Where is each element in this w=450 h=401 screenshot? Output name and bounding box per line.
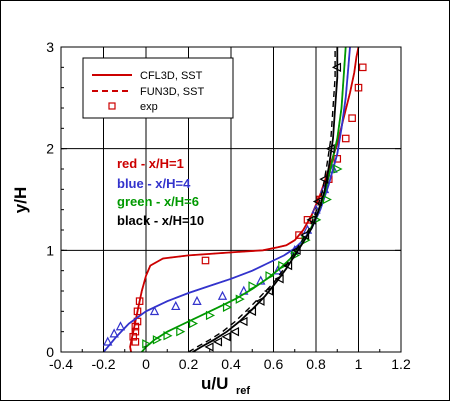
tick-labels: -0.4 -0.2 0 0.2 0.4 0.6 0.8 1 1.2 0 1 2 3 xyxy=(46,39,411,372)
exp-marker xyxy=(235,294,245,304)
exp-marker xyxy=(319,174,329,184)
exp-marker xyxy=(192,295,202,305)
exp-marker xyxy=(171,300,181,311)
x-tick-label: 0 xyxy=(142,356,150,372)
y-tick-label: 2 xyxy=(46,141,54,157)
exp-marker xyxy=(103,336,113,346)
y-tick-label: 3 xyxy=(46,39,54,55)
y-tick-label: 0 xyxy=(46,344,54,360)
exp-marker xyxy=(263,286,274,296)
exp-marker xyxy=(348,114,356,122)
x-axis-label: u/U xyxy=(201,374,228,393)
exp-marker xyxy=(135,297,144,305)
legend-cfl3d-label: CFL3D, SST xyxy=(140,70,203,82)
x-tick-label: 0.2 xyxy=(179,356,199,372)
exp-marker xyxy=(274,274,284,284)
x-tick-label: 1.2 xyxy=(391,356,411,372)
y-tick-label: 1 xyxy=(46,242,54,258)
x-axis-label-subscript: ref xyxy=(236,385,250,397)
annotation-green: green - x/H=6 xyxy=(117,194,199,209)
exp-marker xyxy=(109,328,119,338)
legend-exp-marker xyxy=(108,102,116,110)
exp-marker xyxy=(248,281,258,291)
annotation-blue: blue - x/H=4 xyxy=(117,176,191,191)
exp-marker xyxy=(322,194,332,205)
x-tick-label: 0.4 xyxy=(221,356,241,372)
exp-marker xyxy=(303,216,312,224)
ticks xyxy=(60,46,402,353)
x-tick-label: -0.2 xyxy=(91,356,115,372)
exp-marker xyxy=(283,260,293,271)
exp-marker xyxy=(152,335,162,345)
fun3d-line xyxy=(102,47,351,352)
exp-marker xyxy=(204,342,214,352)
y-axis-label: y/H xyxy=(11,187,30,213)
x-tick-label: 1 xyxy=(355,356,363,372)
exp-marker xyxy=(300,230,310,240)
cfl3d-line xyxy=(192,47,339,352)
series-x-h-10 xyxy=(188,47,342,352)
exp-marker xyxy=(142,339,152,349)
exp-marker xyxy=(188,318,199,329)
x-tick-label: 0.6 xyxy=(264,356,284,372)
series-layer xyxy=(102,47,367,352)
exp-marker xyxy=(354,83,363,92)
x-tick-label: -0.4 xyxy=(49,356,73,372)
exp-marker xyxy=(149,306,160,316)
exp-marker xyxy=(273,265,283,275)
exp-marker xyxy=(131,338,140,346)
annotation-black: black - x/H=10 xyxy=(117,213,204,228)
exp-marker xyxy=(358,63,367,72)
annotation-red: red - x/H=1 xyxy=(117,156,184,171)
exp-marker xyxy=(205,310,216,321)
exp-marker xyxy=(255,296,265,306)
exp-marker xyxy=(291,245,301,256)
legend-exp-label: exp xyxy=(140,101,158,113)
exp-marker xyxy=(222,302,233,312)
x-tick-label: 0.8 xyxy=(306,356,326,372)
exp-marker xyxy=(278,260,288,271)
fun3d-line xyxy=(188,47,336,352)
legend-box xyxy=(82,57,234,119)
legend-fun3d-label: FUN3D, SST xyxy=(140,86,204,98)
exp-marker xyxy=(201,256,210,265)
exp-marker xyxy=(265,271,275,281)
exp-marker xyxy=(131,327,140,336)
exp-marker xyxy=(115,321,126,331)
exp-marker xyxy=(131,322,140,331)
exp-marker xyxy=(176,326,186,337)
exp-marker xyxy=(133,307,142,316)
exp-marker xyxy=(217,290,228,300)
exp-marker xyxy=(229,326,240,337)
series-x-h-6 xyxy=(141,47,347,352)
exp-marker xyxy=(212,337,223,347)
exp-marker xyxy=(246,306,257,317)
exp-marker xyxy=(312,196,322,207)
exp-marker xyxy=(331,62,342,73)
exp-marker xyxy=(325,143,335,154)
exp-marker xyxy=(238,316,248,327)
exp-marker xyxy=(163,331,173,341)
exp-marker xyxy=(221,332,231,342)
exp-marker xyxy=(129,332,138,341)
exp-marker xyxy=(341,134,350,143)
exp-marker xyxy=(306,215,316,225)
legend: CFL3D, SST FUN3D, SST exp xyxy=(82,57,234,119)
exp-marker xyxy=(333,164,343,174)
